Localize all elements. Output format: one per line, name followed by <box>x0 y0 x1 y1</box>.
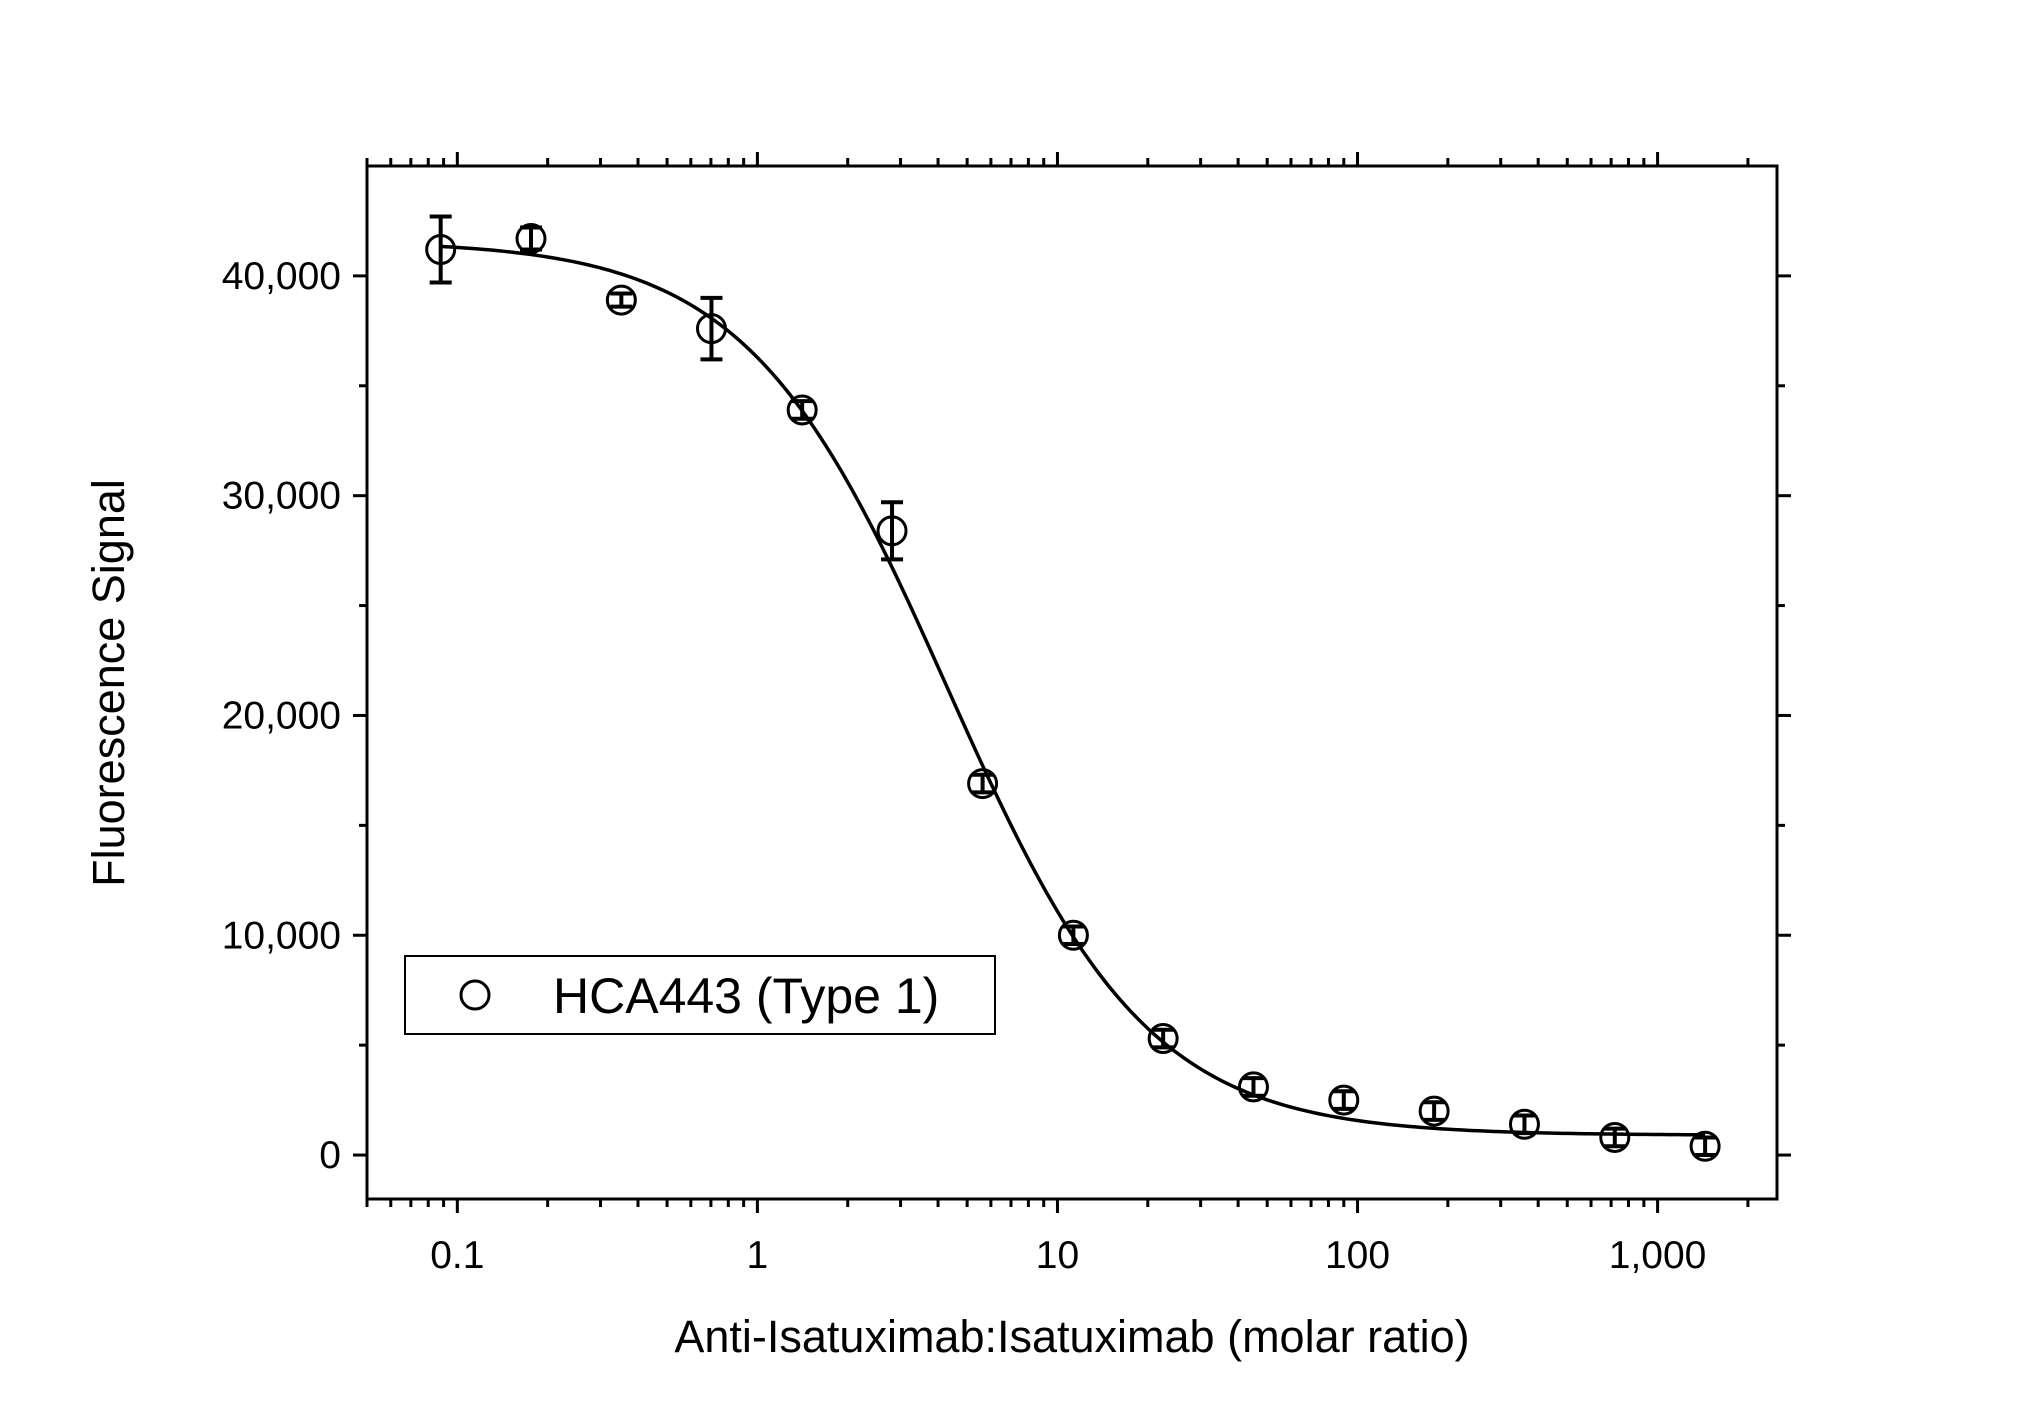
y-tick-label: 30,000 <box>222 475 341 518</box>
legend-label: HCA443 (Type 1) <box>553 968 939 1024</box>
y-axis-title: Fluorescence Signal <box>83 479 134 887</box>
data-point <box>1057 919 1089 951</box>
data-point <box>425 234 457 266</box>
data-point <box>1328 1084 1360 1116</box>
data-point <box>1237 1071 1269 1103</box>
data-point <box>1418 1095 1450 1127</box>
data-point <box>605 284 637 316</box>
y-tick-label: 10,000 <box>222 914 341 957</box>
x-tick-label: 0.1 <box>430 1234 484 1277</box>
legend-marker-icon <box>459 979 491 1011</box>
data-point <box>786 394 818 426</box>
x-tick-label: 100 <box>1325 1234 1390 1277</box>
data-point <box>876 515 908 547</box>
x-tick-label: 1 <box>747 1234 769 1277</box>
data-point <box>1689 1130 1721 1162</box>
legend: HCA443 (Type 1) <box>404 955 996 1035</box>
data-point <box>1508 1108 1540 1140</box>
y-tick-label: 40,000 <box>222 255 341 298</box>
data-point <box>1147 1023 1179 1055</box>
data-point <box>1599 1121 1631 1153</box>
plot-frame <box>365 164 1779 1201</box>
y-tick-label: 20,000 <box>222 694 341 737</box>
x-axis-title: Anti-Isatuximab:Isatuximab (molar ratio) <box>674 1311 1469 1362</box>
data-point <box>515 223 547 255</box>
x-tick-label: 10 <box>1036 1234 1079 1277</box>
data-point <box>967 768 999 800</box>
legend-box <box>404 955 996 1035</box>
x-tick-label: 1,000 <box>1609 1234 1707 1277</box>
data-point <box>695 313 727 345</box>
y-tick-label: 0 <box>319 1134 341 1177</box>
